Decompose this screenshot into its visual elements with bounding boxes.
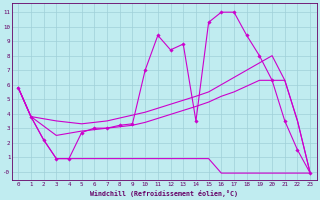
X-axis label: Windchill (Refroidissement éolien,°C): Windchill (Refroidissement éolien,°C) [90,190,238,197]
